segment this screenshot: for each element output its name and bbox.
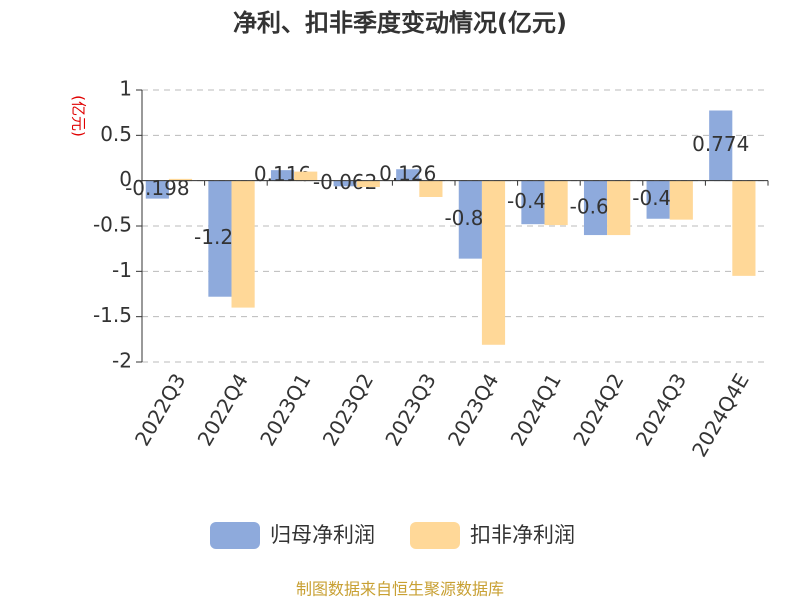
bar <box>168 178 193 181</box>
bar <box>294 171 318 181</box>
x-tick-label: 2022Q4 <box>193 369 253 450</box>
x-tick-label: 2023Q2 <box>318 369 378 450</box>
bar <box>270 170 295 181</box>
bar <box>333 180 357 187</box>
bar <box>419 180 443 197</box>
y-tick-label: -1.5 <box>93 303 132 327</box>
legend-label: 归母净利润 <box>270 523 375 547</box>
data-label: 0.774 <box>692 132 749 156</box>
legend-swatch <box>410 522 460 549</box>
y-tick-label: -1 <box>112 258 132 282</box>
y-tick-label: 0 <box>119 167 132 191</box>
y-axis-label: (亿元) <box>70 95 88 137</box>
bar <box>208 180 232 297</box>
y-tick-label: 0.5 <box>100 122 132 146</box>
bar <box>732 180 756 276</box>
bar <box>396 169 420 181</box>
bar <box>521 180 545 225</box>
x-tick-label: 2023Q4 <box>443 369 503 450</box>
x-tick-label: 2024Q2 <box>568 369 628 450</box>
y-tick-label: 1 <box>119 77 132 101</box>
bar <box>646 180 670 219</box>
bar <box>669 180 693 220</box>
y-tick-label: -0.5 <box>93 213 132 237</box>
legend-label: 扣非净利润 <box>470 523 575 547</box>
bar <box>607 180 631 236</box>
bar <box>356 180 380 188</box>
x-tick-label: 2023Q1 <box>255 369 315 450</box>
x-tick-label: 2023Q3 <box>380 369 440 450</box>
x-tick-label: 2024Q1 <box>506 369 566 450</box>
bar <box>231 180 255 308</box>
y-tick-label: -2 <box>112 349 132 373</box>
bar <box>583 180 608 236</box>
bar <box>458 180 482 259</box>
x-tick-label: 2022Q3 <box>130 369 190 450</box>
source-note: 制图数据来自恒生聚源数据库 <box>296 580 504 599</box>
legend-swatch <box>210 522 260 549</box>
bar <box>145 180 169 199</box>
x-tick-label: 2024Q3 <box>631 369 691 450</box>
x-tick-label: 2024Q4E <box>687 369 754 461</box>
bar <box>481 180 506 345</box>
bar <box>544 180 568 226</box>
chart-title: 净利、扣非季度变动情况(亿元) <box>233 9 567 37</box>
bar <box>709 110 733 181</box>
